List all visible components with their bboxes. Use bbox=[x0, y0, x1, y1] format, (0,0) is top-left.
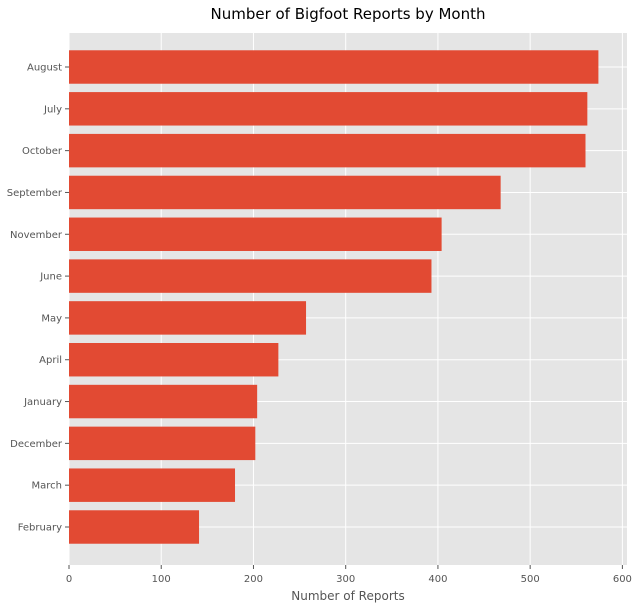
bar-september bbox=[69, 175, 501, 210]
bar-january bbox=[69, 384, 258, 419]
x-tick-label: 200 bbox=[244, 574, 263, 585]
bars bbox=[69, 50, 599, 544]
x-tick-labels: 0 100 200 300 400 500 600 bbox=[66, 574, 632, 585]
x-tick-label: 100 bbox=[152, 574, 171, 585]
bar-november bbox=[69, 217, 442, 251]
bar-july bbox=[69, 92, 588, 126]
x-tick-label: 500 bbox=[521, 574, 540, 585]
y-tick-label: August bbox=[27, 63, 62, 74]
bar-may bbox=[69, 301, 307, 335]
y-tick-label: July bbox=[43, 104, 62, 115]
x-tick-label: 0 bbox=[66, 574, 72, 585]
y-tick-labels: August July October September November June Ma… bbox=[7, 63, 63, 534]
x-tick-label: 300 bbox=[336, 574, 355, 585]
chart-title: Number of Bigfoot Reports by Month bbox=[210, 5, 485, 23]
bar-june bbox=[69, 259, 432, 293]
bar-august bbox=[69, 50, 599, 84]
bar-december bbox=[69, 426, 256, 461]
y-tick-label: February bbox=[18, 523, 62, 534]
y-tick-label: April bbox=[39, 355, 62, 366]
y-tick-label: June bbox=[39, 272, 62, 283]
y-tick-label: December bbox=[10, 439, 63, 450]
y-tick-label: January bbox=[23, 397, 62, 408]
bar-february bbox=[69, 510, 200, 544]
bar-april bbox=[69, 343, 279, 377]
x-tick-label: 600 bbox=[613, 574, 632, 585]
y-tick-label: May bbox=[41, 313, 62, 324]
bar-march bbox=[69, 468, 236, 502]
y-tick-label: September bbox=[7, 188, 63, 199]
x-axis-title: Number of Reports bbox=[291, 589, 404, 603]
y-tick-label: March bbox=[32, 481, 62, 492]
y-tick-label: November bbox=[10, 230, 63, 241]
x-tick-label: 400 bbox=[428, 574, 447, 585]
bar-october bbox=[69, 133, 586, 168]
y-tick-label: October bbox=[22, 146, 63, 157]
